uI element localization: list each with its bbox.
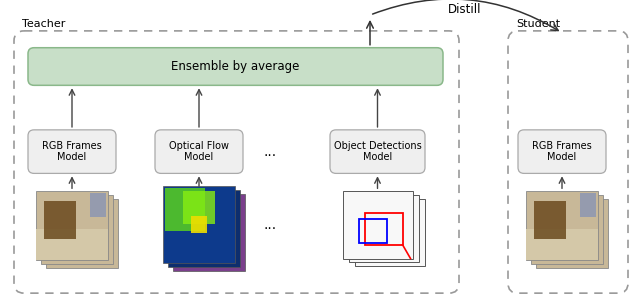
Text: Ensemble by average: Ensemble by average	[172, 60, 300, 73]
Bar	[183, 191, 216, 223]
Bar	[163, 186, 235, 263]
Text: Object Detections
Model: Object Detections Model	[333, 141, 421, 162]
Bar	[534, 201, 566, 239]
FancyBboxPatch shape	[330, 130, 425, 173]
Bar	[531, 195, 603, 264]
Text: Teacher: Teacher	[22, 19, 65, 29]
Text: ...: ...	[264, 145, 276, 159]
FancyBboxPatch shape	[518, 130, 606, 173]
Bar	[36, 191, 108, 260]
Bar	[90, 193, 106, 217]
Text: Optical Flow
Model: Optical Flow Model	[169, 141, 229, 162]
Bar	[41, 195, 113, 264]
Text: Student: Student	[516, 19, 560, 29]
Bar	[536, 199, 608, 268]
Text: ...: ...	[264, 218, 276, 232]
Text: RGB Frames
Model: RGB Frames Model	[42, 141, 102, 162]
FancyBboxPatch shape	[28, 48, 443, 85]
FancyBboxPatch shape	[28, 130, 116, 173]
Bar	[526, 191, 598, 260]
Bar	[168, 190, 240, 267]
Bar	[342, 191, 413, 258]
Bar	[365, 213, 403, 245]
Bar	[165, 188, 205, 231]
Bar	[355, 199, 424, 266]
Bar	[580, 193, 596, 217]
Bar	[173, 194, 245, 271]
Text: Distill: Distill	[448, 3, 482, 16]
Bar	[526, 229, 598, 260]
Bar	[191, 216, 207, 233]
Bar	[36, 229, 108, 260]
Bar	[44, 201, 76, 239]
Bar	[349, 195, 419, 262]
Text: RGB Frames
Model: RGB Frames Model	[532, 141, 592, 162]
Bar	[358, 219, 387, 243]
FancyBboxPatch shape	[155, 130, 243, 173]
Bar	[46, 199, 118, 268]
